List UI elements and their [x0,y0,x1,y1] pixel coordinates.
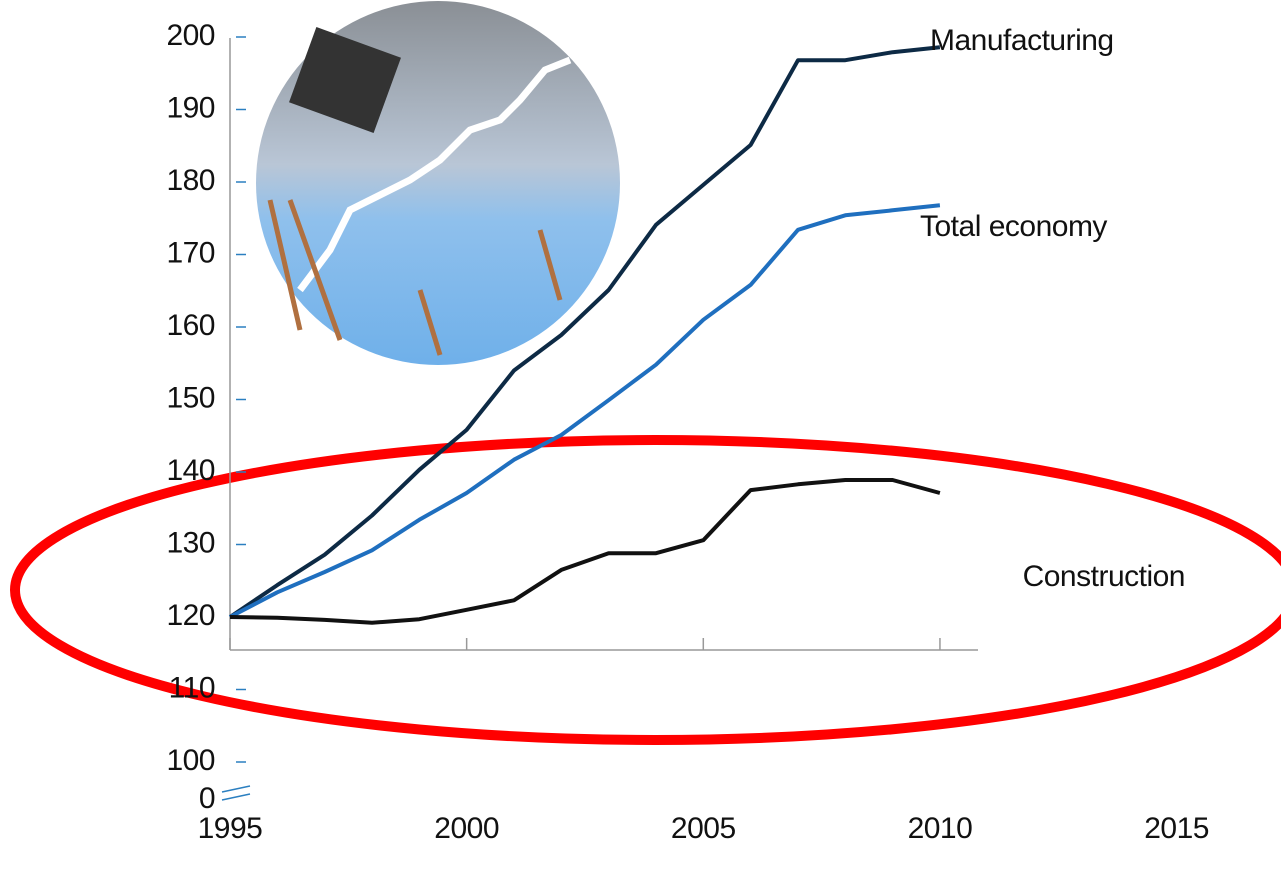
series-label: Manufacturing [930,24,1114,57]
series-label: Construction [1023,560,1185,593]
x-tick-label: 1995 [198,812,263,845]
photo [256,1,620,365]
y-tick-label: 110 [169,671,215,704]
series-label: Total economy [920,210,1107,243]
axis-break [222,786,250,800]
x-tick-label: 2005 [671,812,736,845]
y-tick-label: 120 [166,599,215,632]
y-tick-label: 180 [166,164,215,197]
y-tick-label: 190 [166,91,215,124]
x-tick-label: 2010 [908,812,973,845]
x-tick-label: 2000 [434,812,499,845]
series-line [230,480,940,623]
y-tick-label: 130 [166,526,215,559]
page: {"chart_data": { "type": "line", "x": [1… [0,0,1281,871]
chart: 0 100 110 120 130 140 150 160 170 180 190 200 1995 20… [0,0,1281,871]
y-tick-label: 160 [166,309,215,342]
y-tick-label: 0 [199,782,215,815]
y-tick-label: 200 [166,19,215,52]
x-tick-label: 2015 [1144,812,1209,845]
y-tick-label: 170 [166,236,215,269]
y-tick-label: 100 [166,744,215,777]
y-tick-label: 150 [166,381,215,414]
y-tick-label: 140 [166,454,215,487]
